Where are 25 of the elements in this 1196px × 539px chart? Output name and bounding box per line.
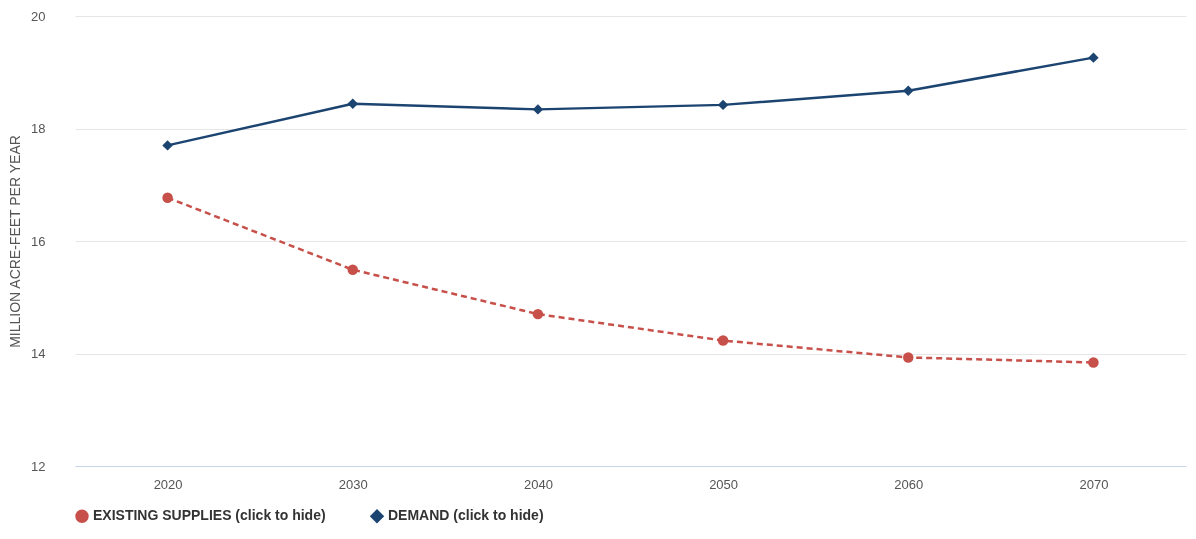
y-tick-label: 12 [31, 458, 46, 474]
point [903, 85, 914, 97]
point [717, 335, 729, 346]
y-tick-label: 20 [31, 8, 46, 24]
x-tick-label: 2050 [709, 476, 739, 492]
point [532, 104, 544, 115]
point [347, 264, 358, 275]
x-tick-label: 2020 [153, 476, 183, 492]
legend-label: DEMAND (click to hide) [388, 507, 544, 524]
point [532, 308, 544, 320]
point [1088, 52, 1099, 63]
point [1088, 357, 1099, 368]
point [903, 352, 914, 363]
y-tick-label: 14 [31, 346, 46, 361]
point [347, 98, 358, 109]
y-tick-label: 18 [31, 121, 46, 136]
y-axis-title: MILLION ACRE-FEET PER YEAR [7, 135, 24, 348]
y-tick-label: 16 [31, 233, 46, 249]
x-tick-label: 2070 [1079, 476, 1109, 492]
x-tick-label: 2060 [894, 476, 924, 492]
legend-label: EXISTING SUPPLIES (click to hide) [93, 507, 326, 524]
x-tick-label: 2030 [338, 476, 368, 492]
point [162, 140, 173, 151]
x-tick-label: 2040 [523, 476, 553, 492]
point [162, 192, 173, 203]
